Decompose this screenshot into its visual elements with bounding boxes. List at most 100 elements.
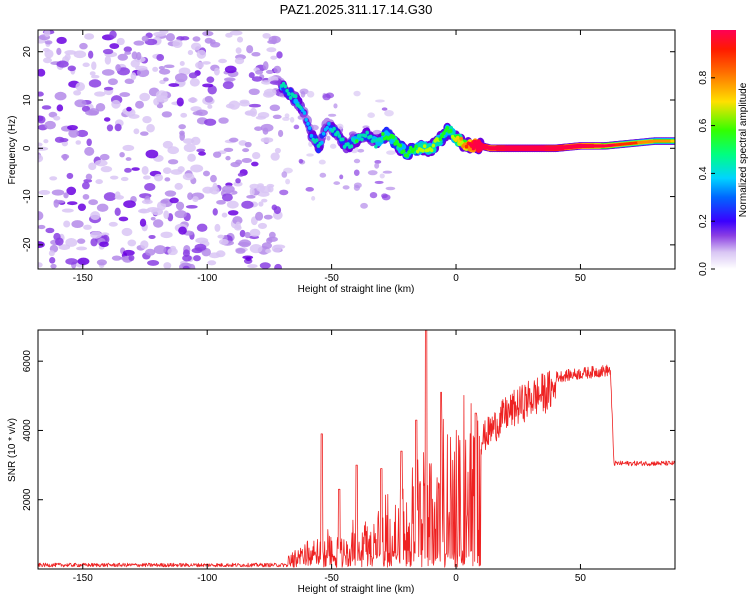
heatmap-noise-blob	[225, 103, 235, 109]
heatmap-noise-blob	[258, 201, 264, 207]
heatmap-noise-blob	[244, 110, 256, 116]
heatmap-noise-blob	[209, 41, 221, 48]
x-tick-label: 0	[453, 573, 459, 584]
heatmap-noise-blob	[191, 136, 201, 146]
heatmap-ridge-cell	[294, 94, 298, 99]
heatmap-noise-blob	[77, 257, 90, 266]
heatmap-noise-blob	[225, 32, 233, 38]
heatmap-ridge-cell	[358, 133, 362, 138]
snr-x-ticks: -150 -100 -50 0 50	[73, 330, 586, 584]
heatmap-ridge-cell	[325, 125, 329, 130]
heatmap-noise-blob	[38, 190, 51, 195]
heatmap-noise-blob	[44, 120, 56, 130]
heatmap-noise-blob	[289, 116, 295, 123]
heatmap-noise-blob	[244, 231, 251, 239]
heatmap-noise-blob	[162, 167, 172, 174]
heatmap-noise-blob	[248, 88, 260, 96]
heatmap-noise-blob	[84, 146, 95, 156]
snr-y-ticks: 2000 4000 6000	[22, 350, 675, 511]
heatmap-noise-blob	[116, 37, 125, 46]
heatmap-noise-blob	[152, 66, 159, 72]
heatmap-noise-blob	[77, 203, 86, 211]
colorbar-tick-label: 0.2	[698, 214, 709, 228]
heatmap-noise-blob	[141, 165, 149, 175]
heatmap-noise-blob	[79, 42, 88, 50]
heatmap-ridge-cell	[354, 139, 359, 143]
heatmap-noise-blob	[153, 245, 167, 255]
heatmap-ridge-cell	[374, 144, 378, 149]
heatmap-noise-blob	[311, 196, 316, 201]
heatmap-noise-blob	[103, 117, 111, 122]
heatmap-noise-blob	[141, 199, 153, 205]
heatmap-noise-blob	[265, 248, 272, 254]
heatmap-noise-blob	[109, 30, 117, 39]
heatmap-noise-blob	[257, 111, 270, 119]
heatmap-noise-blob	[38, 224, 46, 230]
heatmap-ridge-cell	[401, 144, 407, 150]
heatmap-noise-blob	[285, 178, 291, 185]
heatmap-noise-blob	[218, 117, 229, 124]
heatmap-signal-ridge	[277, 80, 675, 161]
heatmap-noise-blob	[38, 262, 43, 268]
heatmap-noise-blob	[44, 30, 51, 37]
heatmap-noise-blob	[336, 123, 344, 130]
heatmap-noise-blob	[182, 138, 195, 144]
heatmap-noise-blob	[216, 199, 226, 205]
heatmap-noise-blob	[281, 171, 288, 178]
colorbar-tick-label: 0.0	[698, 262, 709, 276]
heatmap-noise-blob	[71, 220, 84, 229]
heatmap-noise-blob	[342, 185, 350, 190]
heatmap-noise-blob	[305, 187, 314, 192]
heatmap-ridge-cell	[398, 143, 403, 148]
heatmap-ridge-cell	[316, 147, 321, 154]
heatmap-noise-blob	[251, 151, 261, 160]
heatmap-noise-blob	[381, 194, 391, 201]
heatmap-noise-blob	[306, 90, 315, 98]
heatmap-noise-blob	[257, 222, 267, 230]
heatmap-noise-blob	[101, 69, 115, 76]
heatmap-noise-blob	[56, 104, 64, 112]
heatmap-noise-blob	[153, 98, 160, 106]
heatmap-noise-blob	[49, 256, 56, 264]
heatmap-ridge-cell	[332, 126, 336, 131]
heatmap-noise-blob	[88, 79, 102, 88]
heatmap-ridge-cell	[421, 148, 425, 153]
heatmap-noise-blob	[111, 99, 121, 109]
heatmap-ridge-cell	[300, 108, 305, 113]
heatmap-x-label: Height of straight line (km)	[298, 284, 415, 295]
heatmap-noise-blob	[131, 167, 140, 171]
heatmap-ridge-cell	[402, 149, 406, 154]
heatmap-noise-blob	[272, 114, 282, 119]
heatmap-noise-blob	[38, 154, 44, 163]
heatmap-noise-blob	[210, 174, 217, 183]
heatmap-noise-blob	[241, 158, 253, 163]
heatmap-noise-blob	[194, 243, 207, 252]
heatmap-noise-blob	[135, 65, 148, 71]
heatmap-noise-blob	[84, 33, 95, 40]
heatmap-noise-blob	[193, 255, 201, 262]
heatmap-noise-blob	[85, 110, 99, 116]
heatmap-noise-blob	[120, 176, 129, 182]
heatmap-noise-blob	[188, 263, 196, 269]
y-tick-label: -20	[22, 237, 33, 252]
heatmap-noise-blob	[263, 88, 277, 97]
heatmap-noise-blob	[163, 210, 170, 220]
heatmap-noise-blob	[242, 148, 250, 153]
heatmap-noise-blob	[262, 61, 269, 71]
heatmap-noise-blob	[42, 48, 50, 52]
y-tick-label: 2000	[22, 488, 33, 511]
heatmap-noise-blob	[141, 35, 149, 42]
x-tick-label: -50	[324, 273, 339, 284]
heatmap-noise-blob	[198, 151, 206, 156]
heatmap-noise-blob	[108, 221, 118, 227]
snr-series-line	[38, 330, 675, 568]
heatmap-noise-blob	[55, 237, 64, 246]
heatmap-noise-blob	[175, 201, 185, 211]
heatmap-noise-blob	[61, 208, 74, 213]
heatmap-noise-blob	[53, 199, 65, 204]
heatmap-noise-blob	[106, 124, 114, 132]
heatmap-noise-blob	[201, 61, 211, 65]
heatmap-ridge-cell	[473, 143, 477, 148]
colorbar-label: Normalized spectral amplitude	[738, 82, 749, 217]
heatmap-noise-blob	[160, 199, 169, 204]
